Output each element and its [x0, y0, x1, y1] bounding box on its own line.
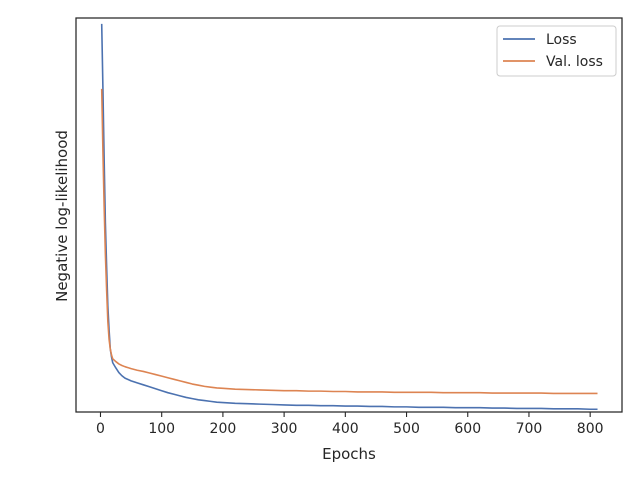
x-tick-label: 400 — [332, 421, 359, 437]
plot-frame — [75, 17, 623, 413]
legend-label-loss: Loss — [546, 32, 577, 48]
x-tick-label: 0 — [96, 421, 105, 437]
plot-area — [76, 18, 622, 412]
x-tick-label: 800 — [577, 421, 604, 437]
x-axis-label: Epochs — [322, 445, 376, 463]
series-line-loss — [100, 23, 598, 411]
x-axis: 0 100 200 300 400 500 600 700 800 — [96, 412, 604, 437]
x-tick-label: 700 — [516, 421, 543, 437]
x-tick-label: 100 — [148, 421, 175, 437]
x-tick-label: 300 — [271, 421, 298, 437]
legend-label-val-loss: Val. loss — [546, 54, 603, 70]
x-tick-label: 500 — [393, 421, 420, 437]
legend: Loss Val. loss — [496, 25, 617, 77]
y-axis-label: Negative log-likelihood — [53, 130, 71, 302]
series-layer — [100, 23, 598, 411]
x-tick-label: 200 — [210, 421, 237, 437]
series-line-val-loss — [100, 88, 598, 395]
x-tick-label: 600 — [454, 421, 481, 437]
